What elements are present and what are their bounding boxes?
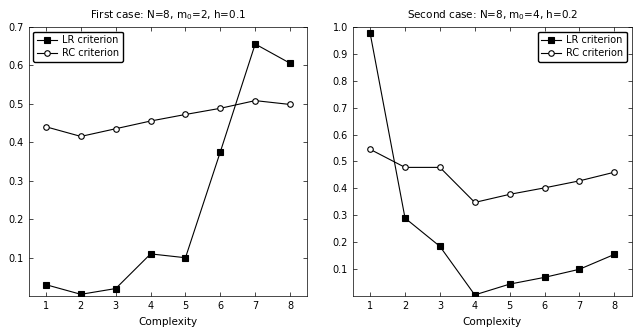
LR criterion [216,150,224,154]
RC criterion [436,165,444,170]
RC criterion [182,113,189,117]
Line: LR criterion: LR criterion [367,30,617,298]
Line: LR criterion: LR criterion [44,41,293,297]
LR criterion [112,286,120,290]
RC criterion [147,119,154,123]
RC criterion [611,170,618,174]
LR criterion [77,292,84,296]
RC criterion [506,192,513,196]
LR criterion [471,293,479,297]
LR criterion [575,267,583,271]
RC criterion [216,106,224,110]
Legend: LR criterion, RC criterion: LR criterion, RC criterion [33,31,123,62]
LR criterion [506,282,513,286]
RC criterion [401,165,409,170]
Line: RC criterion: RC criterion [44,98,293,139]
LR criterion [42,283,50,287]
Title: Second case: N=8, m$_0$=4, h=0.2: Second case: N=8, m$_0$=4, h=0.2 [407,8,578,22]
RC criterion [575,179,583,183]
RC criterion [42,125,50,129]
Title: First case: N=8, m$_0$=2, h=0.1: First case: N=8, m$_0$=2, h=0.1 [90,8,246,22]
LR criterion [147,252,154,256]
LR criterion [401,216,409,220]
LR criterion [182,256,189,260]
RC criterion [112,127,120,131]
RC criterion [252,98,259,103]
LR criterion [436,244,444,248]
RC criterion [366,147,374,151]
LR criterion [366,31,374,36]
LR criterion [252,42,259,46]
RC criterion [471,200,479,204]
LR criterion [286,61,294,65]
RC criterion [77,134,84,138]
LR criterion [541,275,548,279]
X-axis label: Complexity: Complexity [138,317,198,327]
LR criterion [611,253,618,257]
Line: RC criterion: RC criterion [367,146,617,205]
Legend: LR criterion, RC criterion: LR criterion, RC criterion [538,31,627,62]
X-axis label: Complexity: Complexity [463,317,522,327]
RC criterion [286,103,294,107]
RC criterion [541,186,548,190]
